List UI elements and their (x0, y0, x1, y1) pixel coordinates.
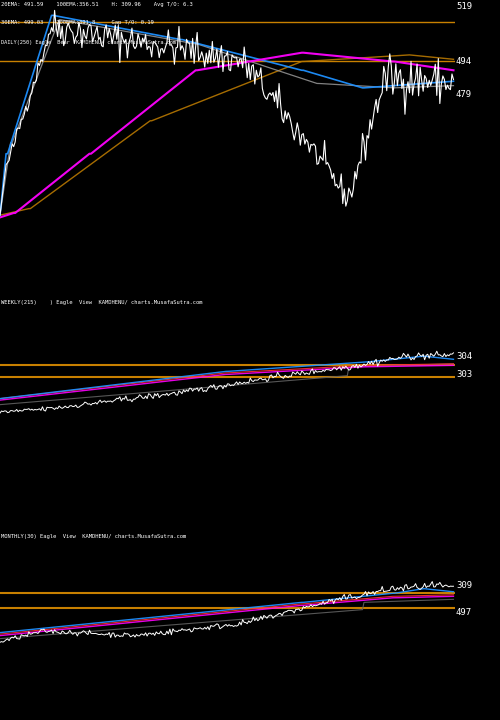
Text: 497: 497 (456, 608, 472, 618)
Text: 494: 494 (456, 57, 472, 66)
Text: DAILY(250) Eagle  Bear  KAMDHENU/ charts.MusafaSutra.com: DAILY(250) Eagle Bear KAMDHENU/ charts.M… (1, 40, 176, 45)
Text: 309: 309 (456, 581, 472, 590)
Text: 304: 304 (456, 352, 472, 361)
Text: 30EMA: 499.03    200EMA:391.8     Gap T/O: 0.19: 30EMA: 499.03 200EMA:391.8 Gap T/O: 0.19 (1, 19, 154, 24)
Text: MONTHLY(30) Eagle  View  KAMDHENU/ charts.MusafaSutra.com: MONTHLY(30) Eagle View KAMDHENU/ charts.… (1, 534, 186, 539)
Text: 20EMA: 491.59    100EMA:356.51    H: 309.96    Avg T/O: 6.3: 20EMA: 491.59 100EMA:356.51 H: 309.96 Av… (1, 2, 192, 7)
Text: 303: 303 (456, 370, 472, 379)
Text: 479: 479 (456, 90, 472, 99)
Text: WEEKLY(215)    ) Eagle  View  KAMDHENU/ charts.MusafaSutra.com: WEEKLY(215) ) Eagle View KAMDHENU/ chart… (1, 300, 202, 305)
Text: 519: 519 (456, 2, 472, 11)
